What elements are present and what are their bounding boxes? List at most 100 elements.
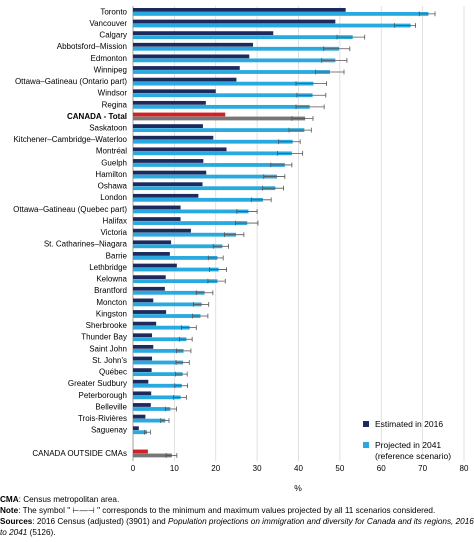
chart-notes: CMA: Census metropolitan area. Note: The… (0, 494, 474, 538)
x-tick-label: 80 (460, 464, 469, 473)
bar-projected-2041 (133, 360, 184, 365)
bar-estimated-2016 (133, 205, 181, 210)
bar-estimated-2016 (133, 112, 226, 117)
bar-estimated-2016 (133, 159, 204, 163)
bar-estimated-2016 (133, 298, 154, 303)
bar-estimated-2016 (133, 310, 167, 314)
bar-projected-2041 (133, 244, 223, 249)
bar-projected-2041 (133, 348, 184, 353)
bar-projected-2041 (133, 325, 190, 330)
bar-estimated-2016 (133, 286, 165, 291)
category-label: Calgary (99, 31, 127, 40)
bar-estimated-2016 (133, 356, 153, 361)
bar-estimated-2016 (133, 19, 336, 24)
x-axis-ticks: 0 10 20 30 40 50 60 70 80 (131, 464, 469, 473)
bar-projected-2041 (133, 116, 306, 121)
category-label: Ottawa–Gatineau (Ontario part) (15, 77, 127, 86)
x-tick-label: 30 (253, 464, 262, 473)
category-label: Edmonton (91, 54, 127, 63)
symbol-note: Note: The symbol " ⊢—⊣ " corresponds to … (0, 506, 436, 515)
category-label: Windsor (98, 89, 128, 98)
category-label: CANADA OUTSIDE CMAs (32, 449, 127, 458)
x-tick-label: 60 (377, 464, 386, 473)
bar-estimated-2016 (133, 321, 157, 326)
bar-projected-2041 (133, 70, 330, 74)
bar-projected-2041 (133, 139, 293, 144)
bar-estimated-2016 (133, 135, 214, 140)
category-label: Trois-Rivières (78, 414, 127, 423)
bar-projected-2041 (133, 407, 171, 411)
category-label: Peterborough (79, 391, 127, 400)
bar-projected-2041 (133, 186, 276, 191)
category-label: Sherbrooke (86, 321, 128, 330)
bar-estimated-2016 (133, 217, 181, 221)
category-label: Abbotsford–Mission (57, 42, 127, 51)
bar-estimated-2016 (133, 344, 154, 349)
category-label: Halifax (103, 216, 127, 225)
category-label: Ottawa–Gatineau (Quebec part) (13, 205, 127, 214)
bar-estimated-2016 (133, 333, 153, 338)
bar-projected-2041 (133, 35, 353, 40)
bar-estimated-2016 (133, 54, 250, 59)
bar-estimated-2016 (133, 193, 199, 198)
bar-projected-2041 (133, 12, 429, 16)
category-label: Montréal (96, 147, 127, 156)
bar-projected-2041 (133, 232, 237, 237)
bar-projected-2041 (133, 290, 205, 295)
bar-estimated-2016 (133, 124, 203, 128)
bar-projected-2041 (133, 58, 336, 63)
category-label: Victoria (100, 228, 127, 237)
sources-note: Sources: 2016 Census (adjusted) (3901) a… (0, 517, 474, 526)
bar-estimated-2016 (133, 449, 148, 454)
bar-projected-2041 (133, 197, 263, 202)
bar-estimated-2016 (133, 263, 177, 268)
bar-estimated-2016 (133, 414, 146, 419)
bar-estimated-2016 (133, 8, 346, 12)
category-label: Kitchener–Cambridge–Waterloo (13, 135, 127, 144)
category-label: Regina (102, 100, 128, 109)
category-label: Toronto (100, 7, 127, 16)
bar-projected-2041 (133, 163, 285, 167)
bar-estimated-2016 (133, 368, 152, 373)
bar-projected-2041 (133, 395, 181, 400)
category-label: Thunder Bay (81, 333, 127, 342)
legend-label-projected-line2: (reference scenario) (375, 451, 451, 461)
bar-projected-2041 (133, 151, 292, 156)
legend-swatch-estimated (363, 421, 369, 427)
bar-estimated-2016 (133, 403, 151, 407)
x-axis-label: % (294, 483, 302, 493)
category-label: Kelowna (96, 275, 127, 284)
category-label: St. John's (92, 356, 127, 365)
bar-projected-2041 (133, 430, 148, 435)
cma-note: CMA: Census metropolitan area. (0, 495, 120, 504)
category-label: Moncton (96, 298, 127, 307)
bar-estimated-2016 (133, 275, 166, 280)
bar-estimated-2016 (133, 240, 172, 245)
category-label: Saint John (89, 344, 127, 353)
category-label: Hamilton (95, 170, 127, 179)
category-label: Kingston (96, 309, 127, 318)
bar-projected-2041 (133, 267, 219, 272)
category-label: Lethbridge (89, 263, 127, 272)
bar-projected-2041 (133, 337, 187, 342)
category-label: Winnipeg (94, 65, 127, 74)
bar-projected-2041 (133, 209, 249, 214)
bar-estimated-2016 (133, 77, 237, 82)
bar-projected-2041 (133, 128, 305, 132)
category-label: Québec (99, 368, 127, 377)
x-tick-label: 40 (294, 464, 303, 473)
bar-projected-2041 (133, 81, 314, 86)
category-labels: Toronto Vancouver Calgary Abbotsford–Missio… (13, 7, 127, 458)
bar-projected-2041 (133, 279, 218, 284)
legend-label-estimated: Estimated in 2016 (375, 419, 443, 429)
bar-estimated-2016 (133, 182, 203, 187)
x-tick-label: 50 (335, 464, 344, 473)
bar-estimated-2016 (133, 66, 240, 70)
x-tick-label: 20 (211, 464, 220, 473)
bar-projected-2041 (133, 174, 277, 179)
legend-label-projected: Projected in 2041 (375, 440, 441, 450)
bar-estimated-2016 (133, 100, 206, 105)
category-label: Guelph (101, 158, 127, 167)
bar-estimated-2016 (133, 228, 191, 233)
bar-projected-2041 (133, 93, 313, 98)
